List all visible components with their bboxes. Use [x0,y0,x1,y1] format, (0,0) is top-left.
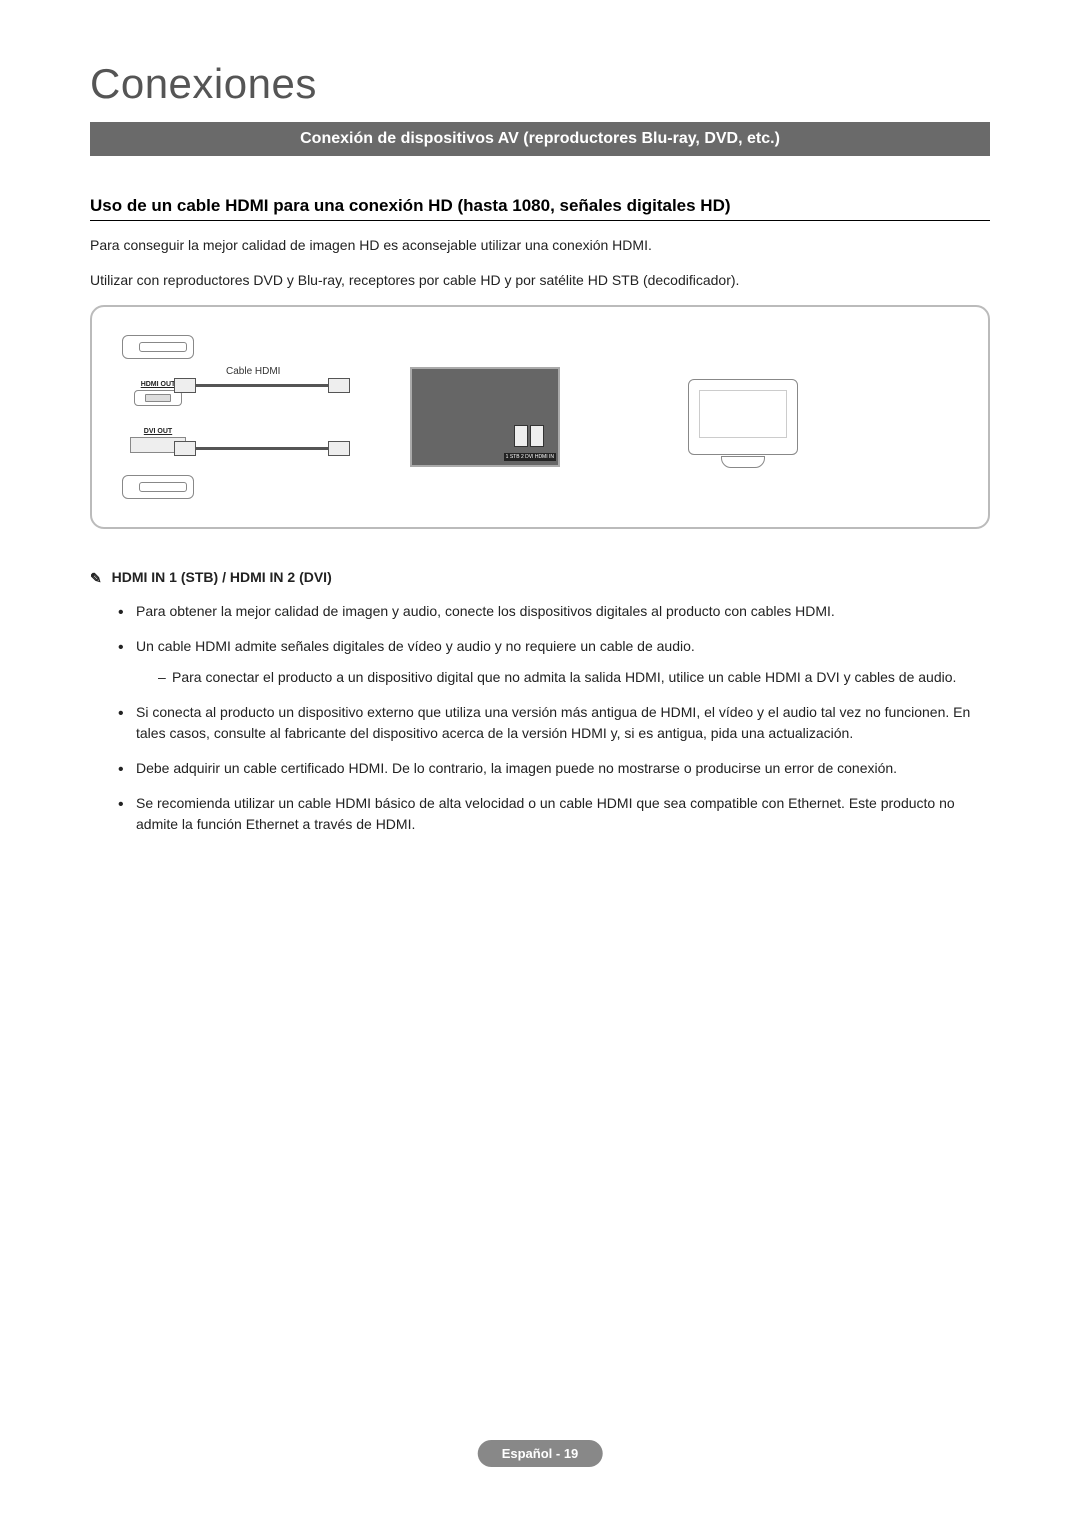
sub-heading: Uso de un cable HDMI para una conexión H… [90,196,990,221]
hdmi-in-ports [514,425,544,447]
dvi-cable [192,447,332,450]
cable-column: Cable HDMI [202,384,332,450]
note-header-text: HDMI IN 1 (STB) / HDMI IN 2 (DVI) [112,569,332,585]
page-title: Conexiones [90,60,990,108]
source-devices-column: HDMI OUT DVI OUT [122,335,194,499]
note-icon: ✎ [90,570,102,587]
bullet-item: Un cable HDMI admite señales digitales d… [118,636,990,688]
dvi-out-label: DVI OUT [122,428,194,435]
hdmi-in-2-port [530,425,544,447]
bullet-item: Si conecta al producto un dispositivo ex… [118,702,990,744]
sublist: Para conectar el producto a un dispositi… [136,667,990,688]
player-device-bottom [122,475,194,499]
connection-diagram: HDMI OUT DVI OUT Cable HDMI 1 STB 2 DVI … [90,305,990,529]
hdmi-in-1-port [514,425,528,447]
tv-back-panel: 1 STB 2 DVI HDMI IN [410,367,560,467]
page-footer: Español - 19 [478,1440,603,1467]
hdmi-cable: Cable HDMI [192,384,332,387]
cable-connector-right-icon [328,441,350,456]
cable-connector-left-icon [174,441,196,456]
bullet-list: Para obtener la mejor calidad de imagen … [90,601,990,835]
monitor-screen [699,390,787,438]
note-header: ✎ HDMI IN 1 (STB) / HDMI IN 2 (DVI) [90,569,990,587]
bullet-item: Para obtener la mejor calidad de imagen … [118,601,990,622]
intro-text-2: Utilizar con reproductores DVD y Blu-ray… [90,270,990,291]
monitor-stand [721,456,765,468]
sublist-item: Para conectar el producto a un dispositi… [158,667,990,688]
bullet-item: Debe adquirir un cable certificado HDMI.… [118,758,990,779]
monitor-icon [688,379,798,455]
intro-text-1: Para conseguir la mejor calidad de image… [90,235,990,256]
section-header: Conexión de dispositivos AV (reproductor… [90,122,990,156]
player-device-top [122,335,194,359]
bullet-item-text: Un cable HDMI admite señales digitales d… [136,638,695,654]
cable-connector-right-icon [328,378,350,393]
cable-connector-left-icon [174,378,196,393]
cable-label: Cable HDMI [226,366,280,377]
hdmi-in-panel-label: 1 STB 2 DVI HDMI IN [504,453,556,461]
bullet-item: Se recomienda utilizar un cable HDMI bás… [118,793,990,835]
